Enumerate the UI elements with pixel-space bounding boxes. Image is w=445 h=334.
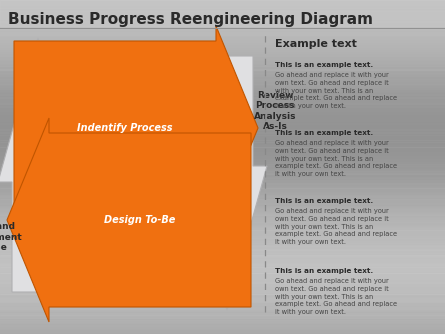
Text: This is an example text.: This is an example text. <box>275 130 373 136</box>
Text: Example text: Example text <box>275 39 356 49</box>
Polygon shape <box>187 56 267 310</box>
Text: This is an example text.: This is an example text. <box>275 62 373 68</box>
Text: Test and
Implement
To-Be: Test and Implement To-Be <box>0 222 21 252</box>
Bar <box>0 0 445 26</box>
Polygon shape <box>7 118 251 322</box>
Text: This is an example text.: This is an example text. <box>275 268 373 274</box>
Text: This is an example text.: This is an example text. <box>275 198 373 204</box>
Text: Go ahead and replace it with your
own text. Go ahead and replace it
with your ow: Go ahead and replace it with your own te… <box>275 72 397 109</box>
Text: Indentify Process: Indentify Process <box>77 123 173 133</box>
Text: Design To-Be: Design To-Be <box>104 215 176 225</box>
Text: Go ahead and replace it with your
own text. Go ahead and replace it
with your ow: Go ahead and replace it with your own te… <box>275 208 397 245</box>
Text: Review
Process
Analysis
As-Is: Review Process Analysis As-Is <box>254 91 296 131</box>
Text: Go ahead and replace it with your
own text. Go ahead and replace it
with your ow: Go ahead and replace it with your own te… <box>275 278 397 315</box>
Text: Business Progress Reengineering Diagram: Business Progress Reengineering Diagram <box>8 12 373 27</box>
Polygon shape <box>0 38 78 292</box>
Polygon shape <box>14 26 258 230</box>
Text: Go ahead and replace it with your
own text. Go ahead and replace it
with your ow: Go ahead and replace it with your own te… <box>275 140 397 177</box>
